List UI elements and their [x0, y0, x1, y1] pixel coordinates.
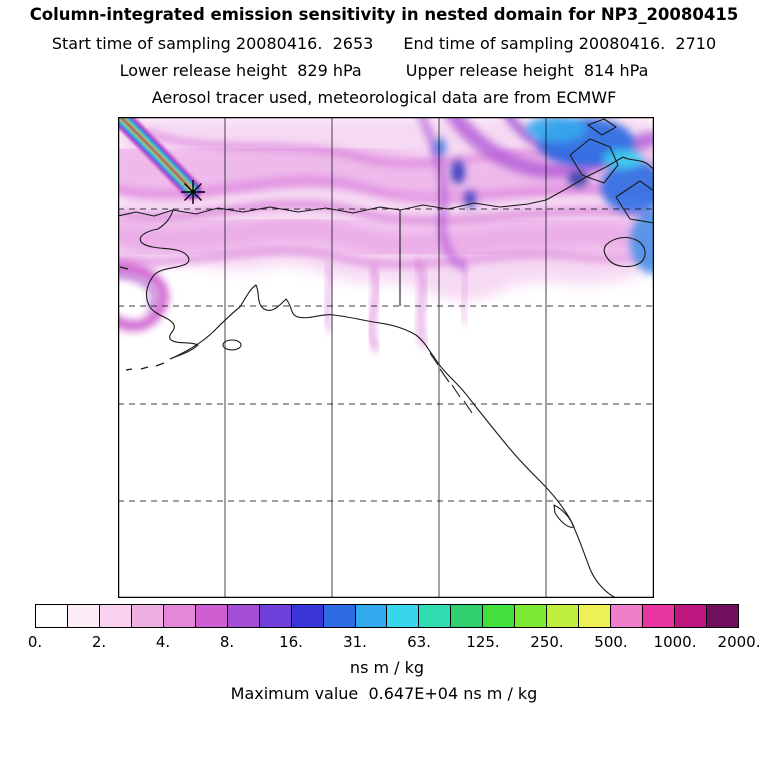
rainbow-streak	[118, 117, 202, 200]
colorbar-segment	[706, 605, 738, 627]
colorbar-segment	[450, 605, 483, 627]
colorbar-segment	[546, 605, 579, 627]
tracer-note-label: Aerosol tracer used, meteorological data…	[151, 88, 617, 107]
colorbar-segment	[642, 605, 675, 627]
colorbar-segment	[36, 605, 67, 627]
colorbar-tick-label: 63.	[407, 633, 431, 651]
colorbar-segment	[290, 605, 323, 627]
colorbar-segment	[194, 605, 227, 627]
sampling-time-line: Start time of sampling 20080416. 2653 En…	[0, 34, 768, 53]
grid-lines	[118, 117, 654, 598]
colorbar-segment	[98, 605, 131, 627]
colorbar-tick-label: 4.	[155, 633, 171, 651]
end-time-label: End time of sampling 20080416. 2710	[403, 34, 717, 53]
release-location-marker	[181, 180, 205, 204]
colorbar-tick-label: 0.	[27, 633, 43, 651]
start-time-label: Start time of sampling 20080416. 2653	[51, 34, 374, 53]
figure-title: Column-integrated emission sensitivity i…	[29, 5, 739, 24]
colorbar-ticks: 0. 2. 4. 8. 16. 31. 63. 125. 250. 500. 1000. 2000.	[28, 633, 761, 651]
colorbar-segment	[514, 605, 547, 627]
map-border	[118, 117, 654, 598]
colorbar-segment	[226, 605, 259, 627]
colorbar-segment	[610, 605, 643, 627]
colorbar-tick-label: 1000.	[653, 633, 697, 651]
upper-release-label: Upper release height 814 hPa	[405, 61, 649, 80]
colorbar-tick-label: 125.	[466, 633, 500, 651]
coastlines	[118, 118, 654, 598]
colorbar-segment	[354, 605, 387, 627]
colorbar-segment	[162, 605, 195, 627]
colorbar-tick-label: 250.	[530, 633, 564, 651]
colorbar-segment	[66, 605, 99, 627]
colorbar	[35, 604, 739, 628]
colorbar-segment	[258, 605, 291, 627]
colorbar-tick-label: 2000.	[717, 633, 761, 651]
colorbar-segment	[130, 605, 163, 627]
map-canvas	[118, 117, 654, 598]
colorbar-segment	[482, 605, 515, 627]
colorbar-tick-label: 16.	[279, 633, 303, 651]
colorbar-tick-label: 31.	[343, 633, 367, 651]
lower-release-label: Lower release height 829 hPa	[119, 61, 362, 80]
tracer-note-line: Aerosol tracer used, meteorological data…	[0, 88, 768, 107]
colorbar-segment	[386, 605, 419, 627]
colorbar-segment	[322, 605, 355, 627]
map-plot	[118, 117, 654, 598]
colorbar-tick-label: 8.	[219, 633, 235, 651]
colorbar-tick-label: 500.	[594, 633, 628, 651]
release-height-line: Lower release height 829 hPa Upper relea…	[0, 61, 768, 80]
colorbar-segment	[578, 605, 611, 627]
colorbar-segment	[674, 605, 707, 627]
colorbar-tick-label: 2.	[91, 633, 107, 651]
max-value-label: Maximum value 0.647E+04 ns m / kg	[230, 684, 538, 703]
colorbar-segment	[418, 605, 451, 627]
units-label: ns m / kg	[349, 658, 425, 677]
